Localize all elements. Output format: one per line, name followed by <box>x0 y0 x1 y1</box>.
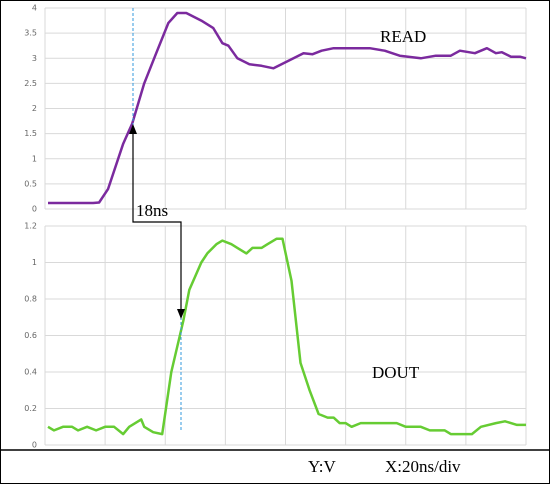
footer-text: Y:V <box>308 457 336 476</box>
footer-text: X:20ns/div <box>385 457 461 476</box>
series-line <box>48 11 527 205</box>
y-tick-label: 2.5 <box>24 79 37 88</box>
y-tick-label: 4 <box>32 4 37 13</box>
y-tick-label: 2 <box>32 104 37 113</box>
delay-label: 18ns <box>136 201 168 220</box>
arrow-head <box>129 124 137 134</box>
arrow-head <box>177 309 185 319</box>
plots: 0 0.5 1 1.5 2 2.5 3 3.5 4 READ 0 0.2 0.4 0.6 0.8 1 1.2 DO… <box>24 4 527 450</box>
y-tick-label: 3.5 <box>24 29 37 38</box>
y-tick-label: 1.5 <box>24 129 37 138</box>
y-tick-label: 0.5 <box>24 179 37 188</box>
y-tick-label: 0 <box>32 205 37 214</box>
y-tick-label: 0.6 <box>24 331 37 340</box>
series-line <box>47 237 526 436</box>
y-tick-label: 0 <box>32 441 37 450</box>
y-tick-label: 1.2 <box>24 222 37 231</box>
y-tick-label: 1 <box>32 154 37 163</box>
y-tick-label: 3 <box>32 54 37 63</box>
series-label: READ <box>380 27 426 46</box>
y-tick-label: 0.2 <box>24 404 37 413</box>
delay-arrow <box>132 133 182 310</box>
y-tick-label: 0.4 <box>24 368 37 377</box>
series-label: DOUT <box>372 363 420 382</box>
y-tick-label: 0.8 <box>24 295 37 304</box>
y-tick-label: 1 <box>32 258 37 267</box>
cursors <box>129 8 185 430</box>
